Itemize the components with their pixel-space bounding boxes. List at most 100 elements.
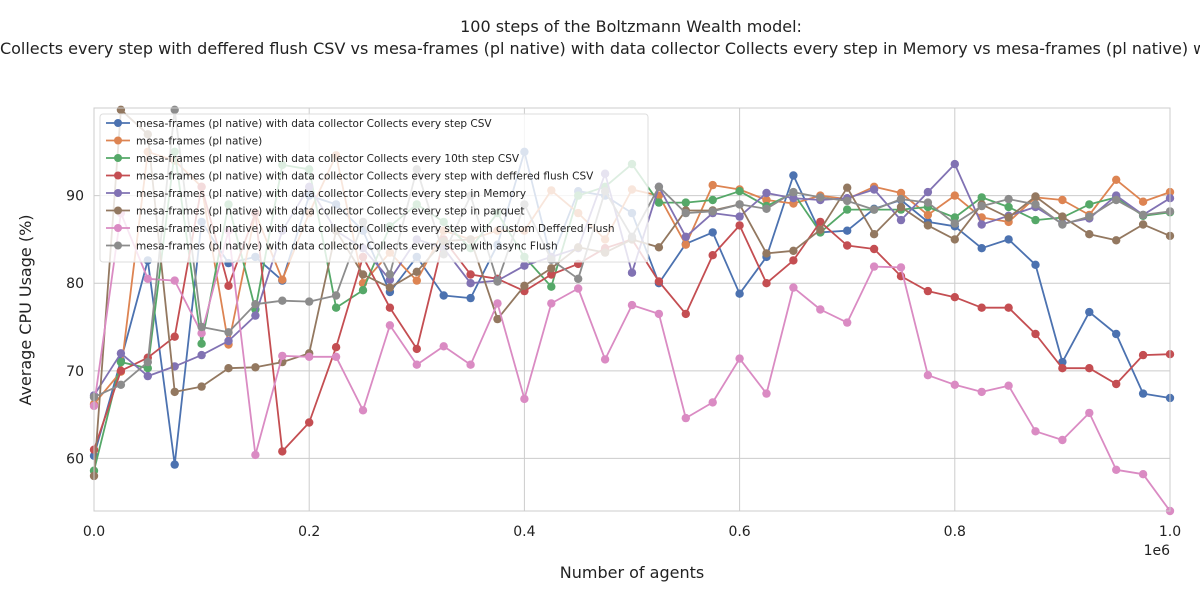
data-point [385,321,395,330]
data-point [305,418,314,427]
data-point [896,215,906,225]
data-point [1138,220,1148,229]
data-point [1085,212,1094,221]
data-point [278,275,287,284]
legend-label: mesa-frames (pl native) with data collec… [136,188,526,200]
data-point [1031,215,1040,225]
data-point [1031,427,1040,436]
x-tick-label: 0.2 [298,524,320,540]
data-point [789,246,798,255]
data-point [143,357,152,367]
data-point [170,387,179,397]
data-point [278,296,287,305]
data-point [305,352,314,361]
data-point [466,360,475,369]
y-tick-label: 80 [66,276,84,292]
data-point [1138,470,1148,479]
data-point [896,194,906,204]
legend-item: mesa-frames (pl native) with data collec… [106,241,558,253]
data-point [735,200,744,209]
data-point [789,187,798,197]
data-point [735,221,744,230]
data-point [331,291,341,300]
x-offset-text: 1e6 [1144,543,1171,559]
x-axis-label: Number of agents [560,563,704,582]
data-point [762,204,771,213]
data-point [735,187,744,196]
x-tick-label: 0.0 [83,524,105,540]
y-axis-label: Average CPU Usage (%) [16,214,35,405]
data-point [816,217,825,227]
data-point [654,198,664,207]
data-point [869,262,879,271]
data-point [654,277,664,286]
data-point [950,293,959,302]
data-point [1085,230,1094,239]
data-point [466,270,475,279]
data-point [520,281,529,290]
legend-item: mesa-frames (pl native) [106,136,262,148]
data-point [816,305,825,314]
data-point [681,232,690,241]
data-point [547,264,556,273]
data-point [843,183,852,192]
data-point [735,354,744,363]
data-point [1112,195,1121,205]
data-point [923,286,933,296]
data-point [116,357,126,367]
data-point [520,261,529,270]
legend-item: mesa-frames (pl native) with data collec… [106,118,492,130]
data-point [1138,350,1148,360]
data-point [977,303,986,312]
data-point [950,380,959,389]
data-point [331,343,341,352]
data-point [681,198,690,207]
data-point [358,270,368,279]
data-point [708,180,717,190]
data-point [197,350,206,360]
data-point [735,212,744,221]
legend-item: mesa-frames (pl native) with data collec… [106,223,615,235]
plot-frame [93,107,1171,512]
data-point [224,336,233,346]
data-point [1004,202,1013,212]
data-point [977,387,986,397]
legend-marker [114,241,122,250]
data-point [869,205,879,214]
data-point [1112,329,1121,339]
ticks: 0.0 0.2 0.4 0.6 0.8 1.0 60 70 80 90 [66,189,1181,540]
data-point [843,226,852,235]
data-point [843,196,852,206]
data-point [1138,389,1148,398]
legend-item: mesa-frames (pl native) with data collec… [106,188,526,200]
data-point [170,332,179,341]
data-point [1058,220,1067,229]
data-point [708,398,717,407]
data-point [843,205,852,214]
data-point [1085,364,1094,373]
data-point [493,299,502,308]
data-point [816,193,825,202]
data-point [547,270,556,279]
data-point [412,344,421,354]
data-point [923,210,933,220]
data-point [143,274,152,283]
data-point [977,201,986,211]
data-point [1031,329,1040,339]
data-point [547,299,556,308]
data-point [896,263,906,272]
legend-marker [114,171,122,180]
data-point [762,249,771,258]
data-point [224,281,233,290]
data-point [331,352,341,361]
y-tick-label: 60 [66,451,84,467]
data-point [116,366,126,375]
data-point [1058,435,1067,445]
data-point [816,225,825,234]
legend-marker [114,119,122,127]
data-point [412,267,421,276]
legend-marker [114,136,122,145]
data-point [197,339,206,348]
data-point [1058,212,1067,221]
data-point [681,309,690,319]
